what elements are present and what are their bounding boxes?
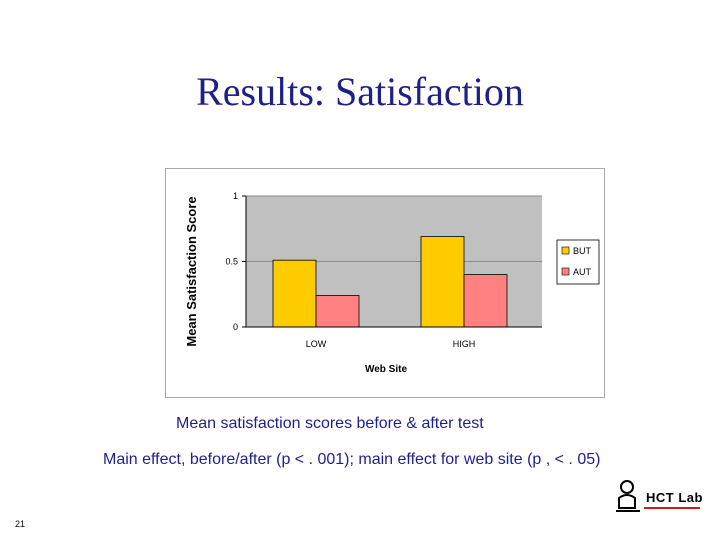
legend-swatch-aut bbox=[561, 267, 570, 276]
legend-label-aut: AUT bbox=[573, 267, 592, 277]
y-axis-title: Mean Satisfaction Score bbox=[184, 196, 199, 346]
lab-logo-text: HCT Lab bbox=[646, 490, 703, 505]
statistics-note: Main effect, before/after (p < . 001); m… bbox=[103, 451, 601, 468]
bar-chart: 0 0.5 1 LOW HIGH Web Site Mean Satisfaction Sc… bbox=[184, 191, 600, 375]
chart-container: 0 0.5 1 LOW HIGH Web Site Mean Satisfaction Sc… bbox=[165, 168, 605, 398]
y-tick-label: 1 bbox=[233, 191, 238, 201]
slide-title: Results: Satisfaction bbox=[196, 69, 524, 114]
slide-number: 21 bbox=[15, 519, 26, 529]
x-tick-label: HIGH bbox=[453, 339, 476, 349]
x-axis-title: Web Site bbox=[365, 364, 407, 375]
y-tick-label: 0 bbox=[233, 322, 238, 332]
lab-logo-icon bbox=[616, 480, 640, 512]
y-tick-label: 0.5 bbox=[225, 257, 238, 267]
legend-label-but: BUT bbox=[573, 246, 592, 256]
chart-caption: Mean satisfaction scores before & after … bbox=[176, 415, 484, 432]
lab-logo: HCT Lab bbox=[614, 478, 706, 514]
bar-but-low bbox=[272, 259, 317, 328]
x-tick-label: LOW bbox=[306, 339, 327, 349]
bar-but-high bbox=[420, 236, 465, 328]
bar-aut-low bbox=[315, 295, 360, 328]
bar-aut-high bbox=[463, 274, 508, 328]
legend-swatch-but bbox=[561, 246, 570, 255]
lab-logo-underline bbox=[644, 507, 700, 509]
